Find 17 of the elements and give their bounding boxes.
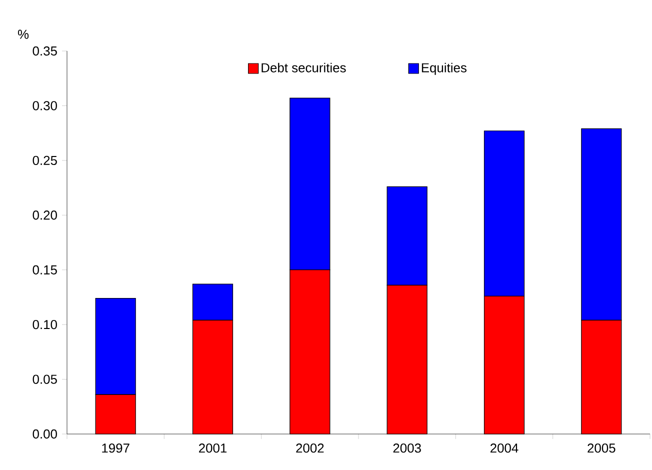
x-tick-label: 2005 xyxy=(588,444,616,453)
legend-label: Debt securities xyxy=(262,62,346,72)
y-tick-label: 0.30 xyxy=(32,101,57,110)
y-tick-label: 0.15 xyxy=(32,265,57,274)
y-axis-title: % xyxy=(18,30,29,39)
x-tick-label: 2002 xyxy=(296,444,324,453)
x-tick-label: 2004 xyxy=(490,444,518,453)
y-tick-label: 0.10 xyxy=(32,320,57,330)
y-tick-label: 0.05 xyxy=(32,374,57,384)
x-tick-label: 1997 xyxy=(102,444,130,453)
x-tick-label: 2001 xyxy=(199,444,227,453)
y-tick-label: 0.20 xyxy=(32,210,57,220)
y-tick-label: 0.00 xyxy=(32,429,57,439)
y-tick-label: 0.25 xyxy=(32,156,57,166)
y-tick-label: 0.35 xyxy=(32,46,57,56)
x-tick-label: 2003 xyxy=(393,444,421,453)
legend-label: Equities xyxy=(422,62,466,75)
